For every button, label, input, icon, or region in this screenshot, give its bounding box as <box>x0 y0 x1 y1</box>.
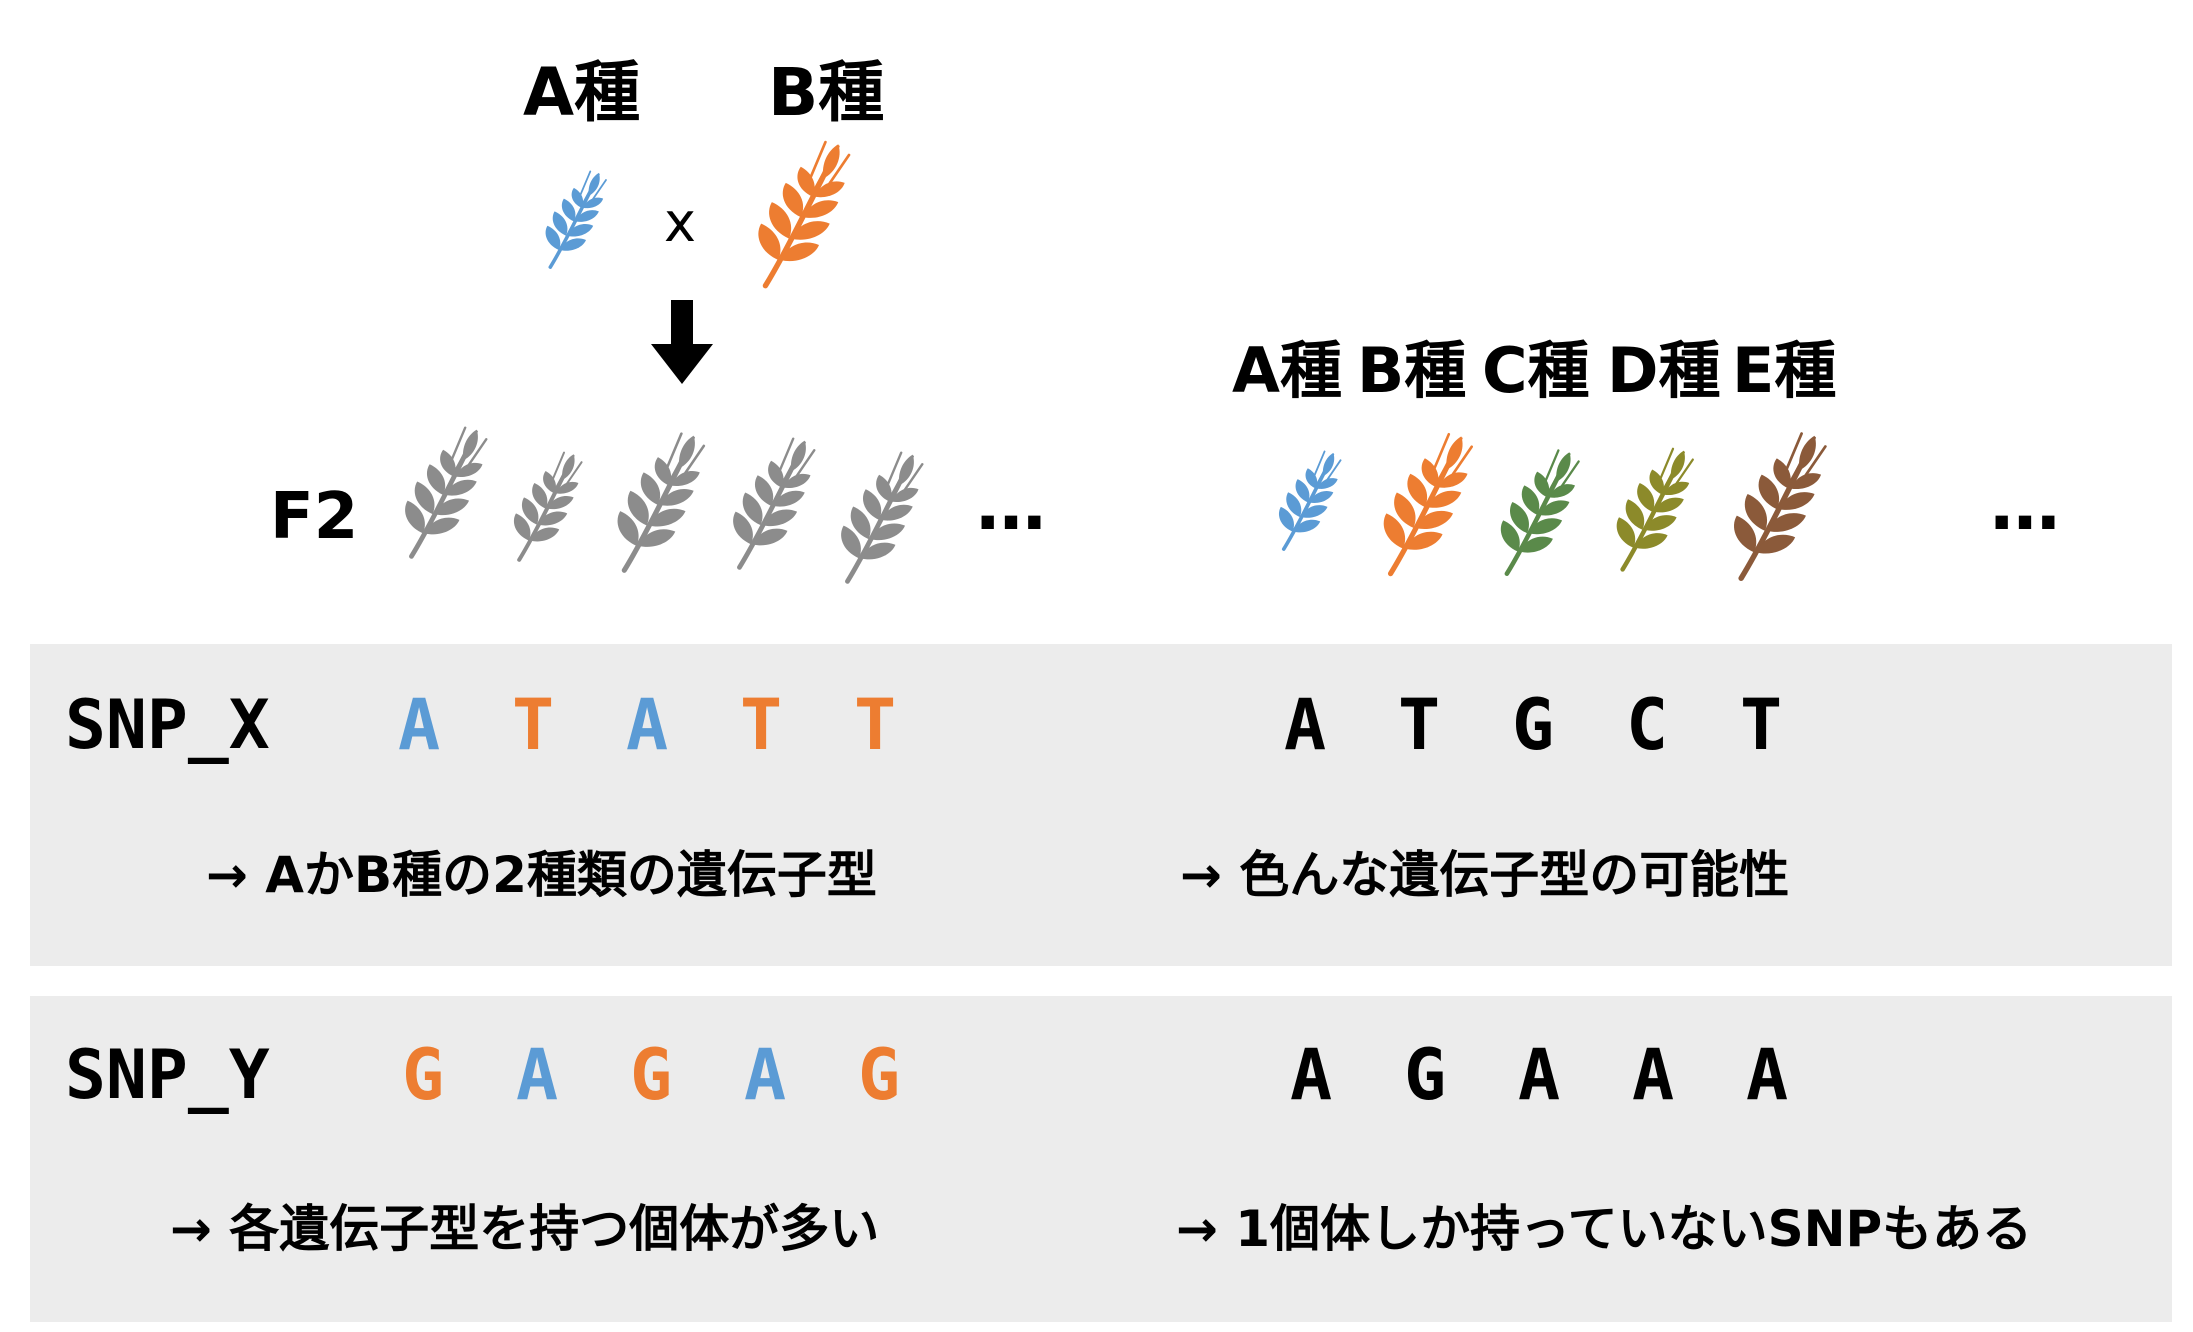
snp-x-population-base: A <box>1284 684 1327 766</box>
snp-x-f2-base: T <box>512 684 555 766</box>
snp-x-f2-base: T <box>854 684 897 766</box>
snp-x-f2-base: A <box>626 684 669 766</box>
snp-y-f2-base: A <box>516 1034 559 1116</box>
snp-x-f2-base: A <box>398 684 441 766</box>
wheat-icon-parent-a <box>536 170 616 270</box>
snp-x-population-note: → 色んな遺伝子型の可能性 <box>1180 846 1790 904</box>
parent-a-label: A種 <box>523 54 641 131</box>
population-species-label: C種 <box>1482 334 1590 407</box>
snp-x-population-base: C <box>1626 684 1669 766</box>
wheat-icon-species-b <box>1376 426 1480 584</box>
snp-y-f2-base: A <box>744 1034 787 1116</box>
snp-y-population-base: A <box>1518 1034 1561 1116</box>
wheat-icon-species-a <box>1270 450 1350 552</box>
wheat-icon-species-e <box>1726 418 1834 596</box>
wheat-icon-species-c <box>1494 446 1586 580</box>
snp-y-f2-note: → 各遺伝子型を持つ個体が多い <box>170 1200 880 1258</box>
snp-y-population-base: G <box>1404 1034 1447 1116</box>
wheat-icon-f2-2 <box>508 446 588 568</box>
snp-x-population-base: T <box>1398 684 1441 766</box>
wheat-icon-f2-3 <box>610 420 712 586</box>
snp-x-f2-note: → AかB種の2種類の遺伝子型 <box>206 846 877 904</box>
snp-x-population-base: G <box>1512 684 1555 766</box>
population-species-label: E種 <box>1732 334 1837 407</box>
population-species-label: B種 <box>1357 334 1467 407</box>
snp-x-population-base: T <box>1740 684 1783 766</box>
snp-x-f2-base: T <box>740 684 783 766</box>
snp-y-f2-base: G <box>402 1034 445 1116</box>
population-species-label: A種 <box>1232 334 1342 407</box>
snp-y-population-base: A <box>1290 1034 1333 1116</box>
snp-y-label: SNP_Y <box>65 1036 270 1115</box>
snp-y-population-base: A <box>1746 1034 1789 1116</box>
f2-label: F2 <box>270 480 359 554</box>
down-arrow-icon <box>651 300 713 384</box>
f2-more-ellipsis: … <box>976 464 1050 546</box>
cross-symbol: x <box>664 191 696 254</box>
snp-y-f2-base: G <box>630 1034 673 1116</box>
snp-x-panel: SNP_X A T A T T A T G C T → AかB種の2種類の遺伝子… <box>30 644 2172 966</box>
wheat-icon-f2-5 <box>834 450 930 586</box>
parent-b-label: B種 <box>768 54 885 131</box>
snp-y-f2-base: G <box>858 1034 901 1116</box>
snp-x-label: SNP_X <box>65 686 270 765</box>
wheat-icon-f2-4 <box>726 426 822 582</box>
population-more-ellipsis: … <box>1990 464 2064 546</box>
wheat-icon-species-d <box>1610 446 1700 574</box>
snp-y-population-note: → 1個体しか持っていないSNPもある <box>1176 1200 2033 1258</box>
wheat-icon-f2-1 <box>398 418 494 568</box>
snp-y-panel: SNP_Y G A G A G A G A A A → 各遺伝子型を持つ個体が多… <box>30 996 2172 1322</box>
population-species-label: D種 <box>1607 334 1721 407</box>
snp-y-population-base: A <box>1632 1034 1675 1116</box>
wheat-icon-parent-b <box>748 140 860 290</box>
